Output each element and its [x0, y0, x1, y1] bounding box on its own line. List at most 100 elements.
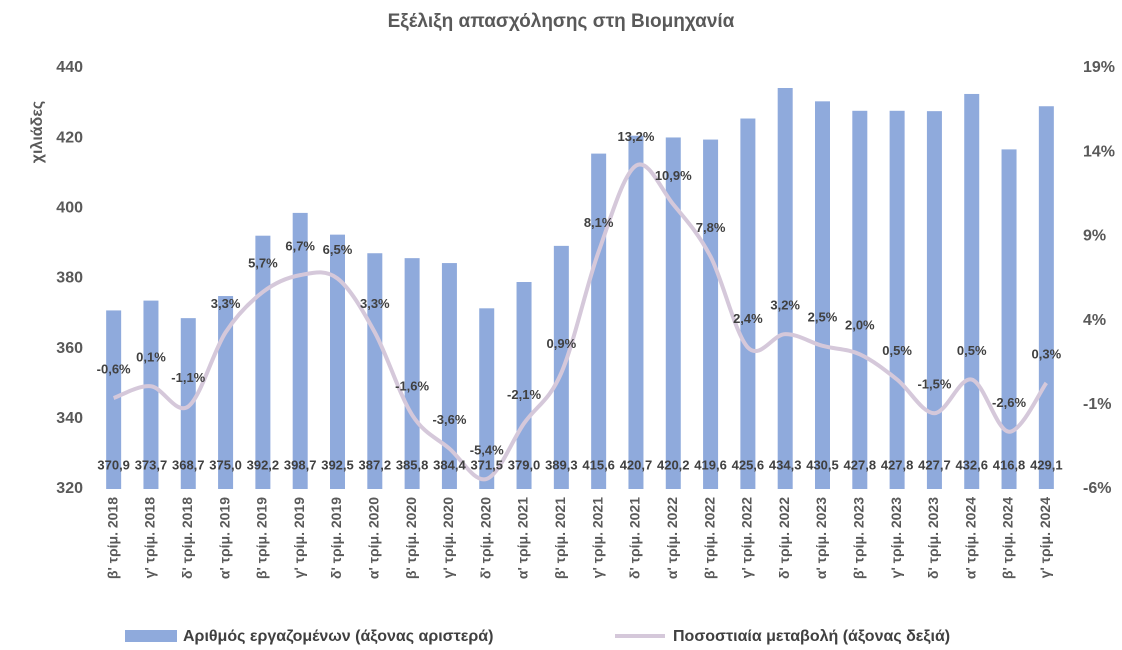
- x-tick-label: γ' τρίμ. 2018: [142, 497, 158, 579]
- y-tick-label: 400: [56, 200, 83, 217]
- data-label: 0,9%: [547, 336, 577, 351]
- data-label: 432,6: [955, 457, 988, 472]
- bar: [591, 153, 607, 489]
- bar: [441, 263, 457, 489]
- bar: [665, 137, 681, 489]
- y-tick-label: 440: [56, 59, 83, 76]
- data-label: 0,3%: [1032, 346, 1062, 361]
- data-label: -3,6%: [432, 412, 466, 427]
- data-label: 371,5: [470, 457, 503, 472]
- x-tick-label: β' τρίμ. 2020: [403, 497, 419, 579]
- x-tick-label: β' τρίμ. 2018: [104, 497, 120, 579]
- data-label: 5,7%: [248, 255, 278, 270]
- x-tick-label: β' τρίμ. 2024: [1000, 497, 1016, 579]
- data-label: 392,2: [247, 457, 280, 472]
- y-tick-label: 380: [56, 270, 83, 287]
- data-label: 434,3: [769, 457, 802, 472]
- data-label: 425,6: [732, 457, 765, 472]
- x-tick-label: β' τρίμ. 2022: [701, 497, 717, 579]
- x-tick-label: δ' τρίμ. 2022: [776, 497, 792, 579]
- data-label: -5,4%: [470, 442, 504, 457]
- x-tick-label: δ' τρίμ. 2018: [179, 497, 195, 579]
- x-tick-label: α' τρίμ. 2020: [366, 497, 382, 579]
- data-label: 3,3%: [360, 296, 390, 311]
- bar: [1001, 149, 1017, 490]
- legend-label: Ποσοστιαία μεταβολή (άξονας δεξιά): [673, 628, 950, 645]
- data-label: 420,7: [620, 457, 653, 472]
- data-label: 379,0: [508, 457, 541, 472]
- bar: [479, 308, 495, 489]
- data-label: 370,9: [97, 457, 130, 472]
- data-label: 420,2: [657, 457, 690, 472]
- bar: [964, 93, 980, 489]
- data-label: 8,1%: [584, 215, 614, 230]
- data-label: 6,5%: [323, 242, 353, 257]
- bar: [218, 296, 234, 489]
- data-label: -1,5%: [917, 377, 951, 392]
- bar: [106, 310, 122, 489]
- data-label: 415,6: [582, 457, 615, 472]
- x-tick-label: α' τρίμ. 2024: [962, 497, 978, 579]
- legend-swatch: [125, 630, 177, 642]
- x-tick-label: α' τρίμ. 2021: [515, 497, 531, 579]
- data-label: 2,5%: [808, 309, 838, 324]
- data-label: -1,6%: [395, 378, 429, 393]
- y-tick-label: 360: [56, 340, 83, 357]
- y-tick-label: 340: [56, 410, 83, 427]
- x-tick-label: γ' τρίμ. 2022: [739, 497, 755, 579]
- y2-tick-label: 9%: [1083, 228, 1106, 245]
- bar: [255, 235, 271, 489]
- data-label: 2,0%: [845, 318, 875, 333]
- data-label: 384,4: [433, 457, 466, 472]
- data-label: 385,8: [396, 457, 429, 472]
- x-tick-label: γ' τρίμ. 2019: [291, 497, 307, 579]
- data-label: 429,1: [1030, 457, 1063, 472]
- x-tick-label: δ' τρίμ. 2019: [328, 497, 344, 579]
- y2-tick-label: 14%: [1083, 143, 1115, 160]
- y2-tick-label: 4%: [1083, 312, 1106, 329]
- x-tick-label: α' τρίμ. 2019: [216, 497, 232, 579]
- y-tick-label: 420: [56, 129, 83, 146]
- x-tick-label: γ' τρίμ. 2023: [888, 497, 904, 579]
- data-label: 387,2: [359, 457, 392, 472]
- bar: [404, 258, 420, 489]
- bar: [553, 245, 569, 489]
- data-label: 392,5: [321, 457, 354, 472]
- x-tick-label: β' τρίμ. 2019: [254, 497, 270, 579]
- bar: [516, 282, 532, 489]
- x-tick-label: α' τρίμ. 2023: [813, 497, 829, 579]
- bar: [926, 111, 942, 489]
- data-label: 427,7: [918, 457, 951, 472]
- bar: [852, 110, 868, 489]
- x-tick-label: γ' τρίμ. 2021: [589, 497, 605, 579]
- data-label: 368,7: [172, 457, 205, 472]
- data-label: 427,8: [881, 457, 914, 472]
- data-label: 375,0: [209, 457, 242, 472]
- bar: [180, 318, 196, 489]
- data-label: 0,1%: [136, 350, 166, 365]
- data-label: 398,7: [284, 457, 317, 472]
- bar: [777, 87, 793, 489]
- bar: [292, 212, 308, 489]
- y2-tick-label: 19%: [1083, 59, 1115, 76]
- data-label: -2,6%: [992, 395, 1026, 410]
- data-label: 389,3: [545, 457, 578, 472]
- data-label: 427,8: [844, 457, 877, 472]
- bar: [703, 139, 719, 489]
- bar: [628, 135, 644, 490]
- data-label: 2,4%: [733, 311, 763, 326]
- bar: [815, 101, 830, 490]
- bar: [740, 118, 756, 490]
- x-tick-label: γ' τρίμ. 2024: [1037, 497, 1053, 579]
- line: [112, 162, 1049, 482]
- data-label: 7,8%: [696, 220, 726, 235]
- data-label: 3,2%: [770, 298, 800, 313]
- x-tick-label: β' τρίμ. 2021: [552, 497, 568, 579]
- data-label: 0,5%: [882, 343, 912, 358]
- y-tick-label: 320: [56, 480, 83, 497]
- bar: [889, 110, 905, 489]
- x-tick-label: γ' τρίμ. 2020: [440, 497, 456, 579]
- y2-tick-label: -6%: [1083, 480, 1111, 497]
- bar: [143, 300, 159, 489]
